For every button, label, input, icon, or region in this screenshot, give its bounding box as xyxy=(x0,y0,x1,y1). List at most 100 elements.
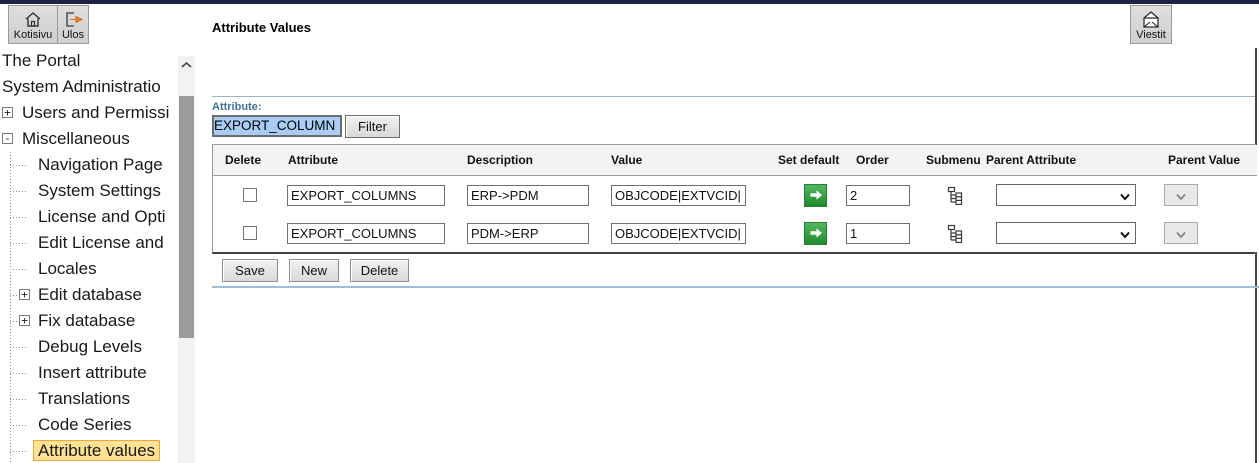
sidebar-item-system-settings[interactable]: System Settings xyxy=(0,178,196,204)
arrow-right-icon xyxy=(810,228,822,238)
table-row-1-description-cell xyxy=(466,176,609,214)
parent-value-select[interactable] xyxy=(1164,184,1198,206)
chevron-down-icon xyxy=(1120,231,1130,239)
parent-attribute-select[interactable] xyxy=(996,184,1136,206)
home-button-label: Kotisivu xyxy=(13,29,53,41)
sidebar-item-system-administration[interactable]: System Administratio xyxy=(2,77,161,96)
sidebar-item-users-and-permissions[interactable]: + Users and Permissi xyxy=(0,100,196,126)
attribute-input[interactable] xyxy=(287,184,445,206)
value-input[interactable] xyxy=(611,222,746,244)
selected-input-text: EXPORT_COLUMN xyxy=(214,117,340,135)
submenu-button[interactable] xyxy=(947,224,964,243)
toolbar-right: Viestit xyxy=(1130,5,1172,44)
attribute-filter-input[interactable]: EXPORT_COLUMN xyxy=(212,115,342,137)
chevron-down-icon xyxy=(1176,231,1186,239)
submenu-button[interactable] xyxy=(947,186,964,205)
sidebar-item-locales[interactable]: Locales xyxy=(0,256,196,282)
parent-value-select[interactable] xyxy=(1164,222,1198,244)
submenu-tree-icon xyxy=(947,224,963,243)
sidebar-item-code-series[interactable]: Code Series xyxy=(0,412,196,438)
submenu-tree-icon xyxy=(947,186,963,205)
parent-attribute-select[interactable] xyxy=(996,222,1136,244)
home-button[interactable]: Kotisivu xyxy=(8,5,58,44)
description-input[interactable] xyxy=(467,222,589,244)
column-header-attribute: Attribute xyxy=(287,145,466,176)
tree-guide-line xyxy=(10,152,11,463)
sidebar-item-fix-database[interactable]: + Fix database xyxy=(0,308,196,334)
expand-plus-icon[interactable]: + xyxy=(2,107,13,118)
content-frame-edge xyxy=(1255,48,1257,463)
table-row-1-parent-value-cell xyxy=(1151,176,1257,214)
envelope-icon xyxy=(1140,9,1162,29)
order-input[interactable] xyxy=(846,222,910,244)
sidebar-item-translations[interactable]: Translations xyxy=(0,386,196,412)
column-header-value: Value xyxy=(609,145,771,176)
table-row-2-set-default-cell xyxy=(771,214,841,252)
arrow-right-icon xyxy=(810,190,822,200)
filter-button[interactable]: Filter xyxy=(345,115,400,138)
table-row-1-parent-attribute-cell xyxy=(986,176,1151,214)
table-row-2-delete-cell xyxy=(213,214,287,252)
exit-icon xyxy=(63,9,83,29)
scroll-up-icon xyxy=(181,62,192,68)
set-default-button[interactable] xyxy=(804,221,827,245)
column-header-description: Description xyxy=(466,145,609,176)
bottom-separator-rule xyxy=(212,286,1259,288)
expand-plus-icon[interactable]: + xyxy=(19,289,30,300)
scrollbar-thumb[interactable] xyxy=(179,96,194,338)
table-row-1-delete-cell xyxy=(213,176,287,214)
table-row-2-order-cell xyxy=(841,214,921,252)
table-row-2-parent-value-cell xyxy=(1151,214,1257,252)
column-header-parent-attribute: Parent Attribute xyxy=(986,145,1151,176)
sidebar-item-the-portal[interactable]: The Portal xyxy=(2,51,81,70)
sidebar-item-navigation-pages[interactable]: Navigation Page xyxy=(0,152,196,178)
delete-button[interactable]: Delete xyxy=(350,259,409,282)
chevron-down-icon xyxy=(1120,193,1130,201)
delete-checkbox[interactable] xyxy=(243,226,257,240)
save-button[interactable]: Save xyxy=(222,259,278,282)
column-header-submenu: Submenu xyxy=(921,145,986,176)
column-header-order: Order xyxy=(841,145,921,176)
table-row-1-value-cell xyxy=(609,176,771,214)
sidebar-item-edit-database[interactable]: + Edit database xyxy=(0,282,196,308)
table-row-1-attribute-cell xyxy=(287,176,466,214)
table-row-1-submenu-cell xyxy=(921,176,986,214)
description-input[interactable] xyxy=(467,184,589,206)
table-row-2-description-cell xyxy=(466,214,609,252)
column-header-delete: Delete xyxy=(213,145,287,176)
value-input[interactable] xyxy=(611,184,746,206)
sidebar-item-license-and-options[interactable]: License and Opti xyxy=(0,204,196,230)
table-row-2-attribute-cell xyxy=(287,214,466,252)
table-row-2-parent-attribute-cell xyxy=(986,214,1151,252)
top-separator-rule xyxy=(212,96,1257,97)
sidebar-item-debug-levels[interactable]: Debug Levels xyxy=(0,334,196,360)
sidebar-item-miscellaneous[interactable]: - Miscellaneous xyxy=(0,126,196,152)
top-navy-bar xyxy=(0,0,1259,4)
home-icon xyxy=(24,9,42,29)
logout-button-label: Ulos xyxy=(61,29,84,41)
new-button[interactable]: New xyxy=(289,259,339,282)
attribute-input[interactable] xyxy=(287,222,445,244)
expand-plus-icon[interactable]: + xyxy=(19,315,30,326)
sidebar-scrollbar[interactable] xyxy=(178,56,195,463)
chevron-down-icon xyxy=(1176,193,1186,201)
table-row-1-order-cell xyxy=(841,176,921,214)
sidebar-item-edit-license[interactable]: Edit License and xyxy=(0,230,196,256)
delete-checkbox[interactable] xyxy=(243,188,257,202)
messages-button[interactable]: Viestit xyxy=(1130,5,1172,44)
attribute-values-table: Delete Attribute Description Value Set d… xyxy=(212,144,1257,254)
table-row-1-set-default-cell xyxy=(771,176,841,214)
logout-button[interactable]: Ulos xyxy=(57,5,89,44)
table-row-2-submenu-cell xyxy=(921,214,986,252)
scroll-up-button[interactable] xyxy=(178,56,195,74)
order-input[interactable] xyxy=(846,184,910,206)
collapse-minus-icon[interactable]: - xyxy=(2,133,13,144)
sidebar-item-attribute-values[interactable]: Attribute values xyxy=(0,438,196,463)
messages-button-label: Viestit xyxy=(1136,29,1166,41)
column-header-parent-value: Parent Value xyxy=(1151,145,1257,176)
column-header-set-default: Set default xyxy=(771,145,841,176)
set-default-button[interactable] xyxy=(804,183,827,207)
sidebar-item-insert-attribute[interactable]: Insert attribute xyxy=(0,360,196,386)
table-row-2-value-cell xyxy=(609,214,771,252)
